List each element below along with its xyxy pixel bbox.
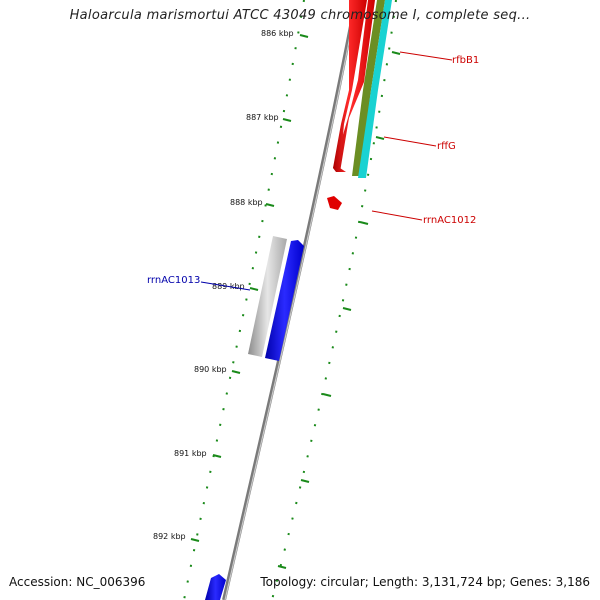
tick-label: 888 kbp <box>230 198 263 207</box>
gene-label-rrnAC1013[interactable]: rrnAC1013 <box>147 275 200 286</box>
tick-label: 891 kbp <box>174 449 207 458</box>
gene-label-rrnAC1012[interactable]: rrnAC1012 <box>423 215 476 226</box>
gene-label-rfbB1[interactable]: rfbB1 <box>452 55 479 66</box>
genome-backbone <box>222 0 358 600</box>
tick-887 <box>282 118 292 122</box>
tick-label: 887 kbp <box>246 113 279 122</box>
tick-label: 890 kbp <box>194 365 227 374</box>
tick-889 <box>249 287 259 291</box>
map-title: Haloarcula marismortui ATCC 43049 chromo… <box>69 8 531 23</box>
gene-rrnAC1012-feature[interactable] <box>327 196 342 210</box>
gene-forward-red[interactable] <box>333 0 367 172</box>
tick-892 <box>190 538 200 542</box>
olive-track <box>352 0 385 176</box>
connector-rrnAC1012 <box>371 210 423 221</box>
tick-890 <box>231 370 241 374</box>
accession-label: Accession: NC_006396 <box>9 575 146 589</box>
inner-ticks <box>277 51 401 569</box>
tick-label: 892 kbp <box>153 532 186 541</box>
gene-rfbB1-feature[interactable] <box>333 0 375 172</box>
gene-label-rffG[interactable]: rffG <box>437 141 456 152</box>
connector-rrnAC1013 <box>200 281 251 291</box>
tick-886 <box>299 34 309 38</box>
major-ticks <box>190 34 309 542</box>
gene-bottom-blue[interactable] <box>205 574 226 600</box>
cyan-track <box>358 0 392 178</box>
tick-label: 886 kbp <box>261 29 294 38</box>
tick-891 <box>212 454 222 458</box>
gene-rrnAC1013-feature[interactable] <box>265 240 304 361</box>
tick-888 <box>265 203 275 207</box>
connector-rffG <box>383 136 437 147</box>
connector-rfbB1 <box>399 51 453 61</box>
gray-track-gene <box>248 236 287 357</box>
topology-label: Topology: circular; Length: 3,131,724 bp… <box>260 575 590 589</box>
